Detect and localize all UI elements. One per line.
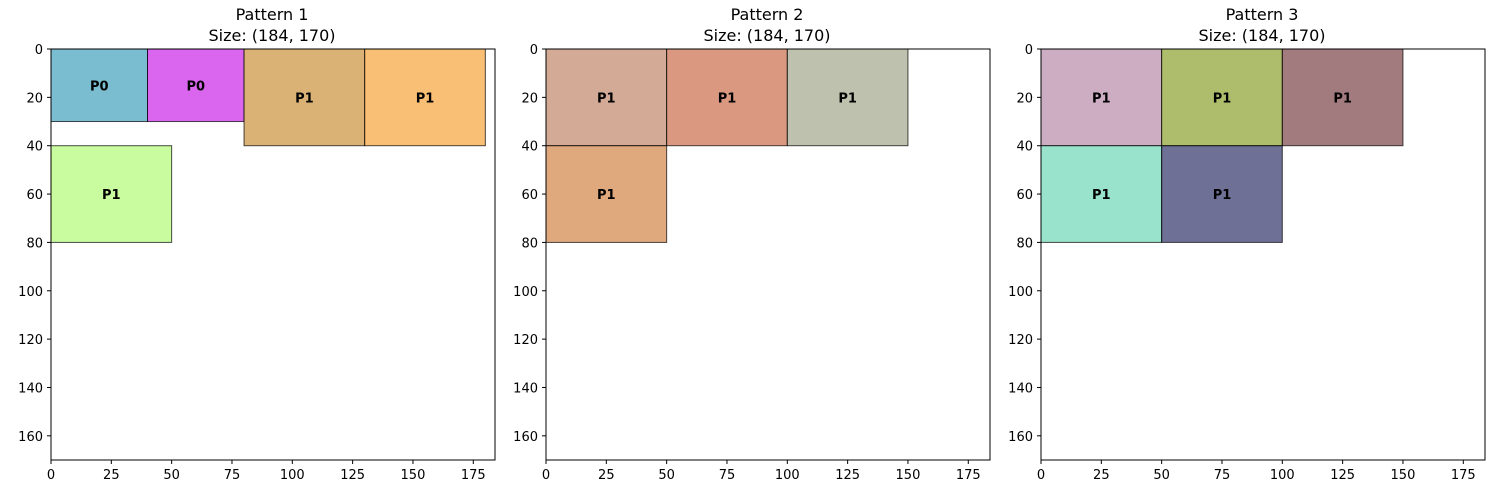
x-tick-label: 150	[1391, 468, 1416, 483]
x-tick-label: 75	[719, 468, 736, 483]
x-tick-label: 0	[542, 468, 550, 483]
piece-label: P1	[1333, 91, 1352, 106]
y-tick-label: 0	[530, 43, 538, 58]
y-tick-label: 60	[26, 188, 43, 203]
piece-label: P0	[186, 79, 205, 94]
x-tick-label: 125	[835, 468, 860, 483]
x-tick-label: 50	[1153, 468, 1170, 483]
y-tick-label: 120	[18, 333, 43, 348]
y-tick-label: 160	[513, 430, 538, 445]
y-tick-label: 140	[513, 381, 538, 396]
piece-rect	[147, 48, 245, 123]
x-tick-label: 100	[775, 468, 800, 483]
x-tick-label: 25	[598, 468, 615, 483]
piece-rect	[1161, 145, 1283, 243]
pattern-2-size-label: Size: (184, 170)	[703, 26, 830, 45]
piece-label: P1	[838, 91, 857, 106]
piece-label: P1	[597, 188, 616, 203]
piece-label: P1	[102, 188, 121, 203]
y-tick-label: 80	[26, 236, 43, 251]
y-tick-label: 100	[18, 285, 43, 300]
x-tick-label: 75	[224, 468, 241, 483]
pattern-3-title: Pattern 3	[1226, 5, 1299, 24]
y-tick-label: 40	[26, 140, 43, 155]
x-tick-label: 175	[461, 468, 486, 483]
x-tick-label: 100	[280, 468, 305, 483]
x-tick-label: 175	[1451, 468, 1476, 483]
x-tick-label: 150	[896, 468, 921, 483]
y-tick-label: 60	[521, 188, 538, 203]
pattern-1-panel: Pattern 1 Size: (184, 170) P0 P0 P1 P1 P1 0 25…	[18, 5, 496, 483]
y-tick-label: 160	[1008, 430, 1033, 445]
axes-frame	[1040, 48, 1486, 461]
y-tick-label: 140	[18, 381, 43, 396]
y-tick-label: 100	[513, 285, 538, 300]
x-tick-label: 75	[1214, 468, 1231, 483]
x-tick-label: 100	[1270, 468, 1295, 483]
piece-rect	[1040, 145, 1163, 243]
piece-label: P1	[295, 91, 314, 106]
x-tick-label: 50	[163, 468, 180, 483]
axes-frame	[545, 48, 991, 461]
y-tick-label: 120	[1008, 333, 1033, 348]
y-tick-label: 120	[513, 333, 538, 348]
x-tick-label: 0	[47, 468, 55, 483]
y-tick-label: 0	[35, 43, 43, 58]
pattern-1-size-label: Size: (184, 170)	[208, 26, 335, 45]
y-tick-label: 20	[1016, 91, 1033, 106]
piece-label: P1	[416, 91, 435, 106]
y-tick-label: 20	[521, 91, 538, 106]
piece-label: P1	[597, 91, 616, 106]
pattern-1-title: Pattern 1	[236, 5, 309, 24]
x-tick-label: 150	[401, 468, 426, 483]
x-tick-label: 0	[1037, 468, 1045, 483]
y-tick-label: 80	[1016, 236, 1033, 251]
y-tick-label: 40	[1016, 140, 1033, 155]
piece-rect	[1281, 48, 1404, 147]
piece-label: P1	[718, 91, 737, 106]
y-tick-label: 0	[1025, 43, 1033, 58]
x-tick-label: 125	[1330, 468, 1355, 483]
axes-frame	[50, 48, 496, 461]
piece-label: P0	[90, 79, 109, 94]
piece-rect	[786, 48, 909, 147]
y-tick-label: 60	[1016, 188, 1033, 203]
y-tick-label: 80	[521, 236, 538, 251]
piece-rect	[545, 48, 668, 147]
piece-label: P1	[1092, 91, 1111, 106]
piece-rect	[50, 145, 173, 243]
x-tick-label: 25	[103, 468, 120, 483]
x-tick-label: 125	[340, 468, 365, 483]
y-tick-label: 160	[18, 430, 43, 445]
piece-label: P1	[1213, 91, 1232, 106]
piece-label: P1	[1092, 188, 1111, 203]
x-tick-label: 50	[658, 468, 675, 483]
pattern-3-panel: Pattern 3 Size: (184, 170) P1 P1 P1 P1 P1 0 25…	[1008, 5, 1486, 483]
piece-label: P1	[1213, 188, 1232, 203]
piece-rect	[50, 48, 149, 123]
x-tick-label: 25	[1093, 468, 1110, 483]
y-tick-label: 140	[1008, 381, 1033, 396]
y-tick-label: 40	[521, 140, 538, 155]
y-tick-label: 100	[1008, 285, 1033, 300]
piece-rect	[364, 48, 486, 147]
x-tick-label: 175	[956, 468, 981, 483]
pattern-2-panel: Pattern 2 Size: (184, 170) P1 P1 P1 P1 0 25 50…	[513, 5, 991, 483]
piece-rect	[666, 48, 788, 147]
y-tick-label: 20	[26, 91, 43, 106]
pattern-2-title: Pattern 2	[731, 5, 804, 24]
pattern-3-size-label: Size: (184, 170)	[1198, 26, 1325, 45]
piece-rect	[1040, 48, 1163, 147]
